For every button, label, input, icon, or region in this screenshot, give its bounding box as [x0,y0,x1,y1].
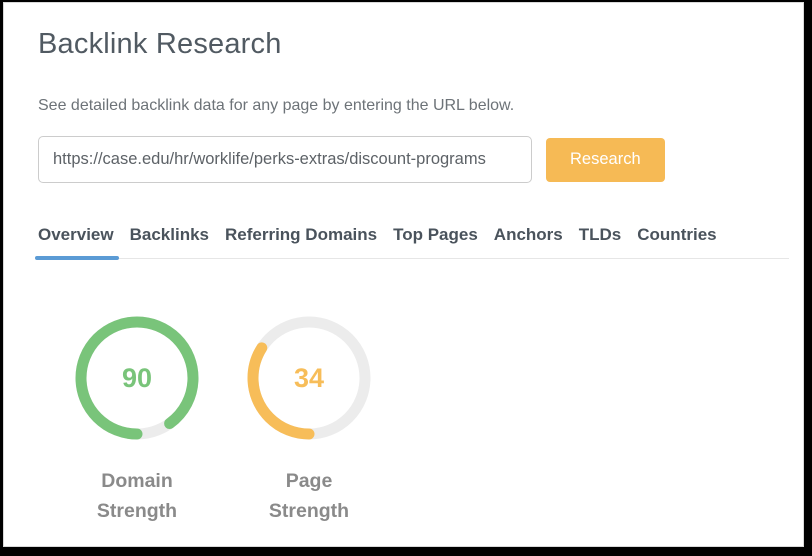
gauge-arc [247,316,371,440]
gauge-arc [75,316,199,440]
tab-referring-domains[interactable]: Referring Domains [225,225,378,244]
tab-tlds[interactable]: TLDs [578,225,622,244]
domain-strength-gauge: 90 Domain Strength [75,316,199,526]
gauge-label: Domain Strength [96,470,178,522]
page-strength-gauge: 34 Page Strength [247,316,371,526]
tab-countries[interactable]: Countries [637,225,717,244]
gauge-value: 90 [121,362,153,393]
tab-anchors[interactable]: Anchors [493,225,563,244]
page-subtitle: See detailed backlink data for any page … [38,97,515,114]
research-button[interactable]: Research [546,137,665,182]
gauge-ring: 90 [75,316,199,440]
gauge-ring: 34 [247,316,371,440]
tab-backlinks[interactable]: Backlinks [129,225,209,244]
backlink-research-panel: Backlink Research See detailed backlink … [3,2,804,547]
tab-bar: Overview Backlinks Referring Domains Top… [35,225,789,260]
overview-gauges: 90 Domain Strength 34 Page Strength [38,316,791,526]
tab-top-pages[interactable]: Top Pages [393,225,478,244]
url-search-row: Research [38,136,791,183]
gauge-value: 34 [293,362,325,393]
tab-overview[interactable]: Overview [35,225,119,260]
url-input[interactable] [38,136,532,183]
page-title: Backlink Research [38,28,282,60]
gauge-label: Page Strength [268,470,350,522]
